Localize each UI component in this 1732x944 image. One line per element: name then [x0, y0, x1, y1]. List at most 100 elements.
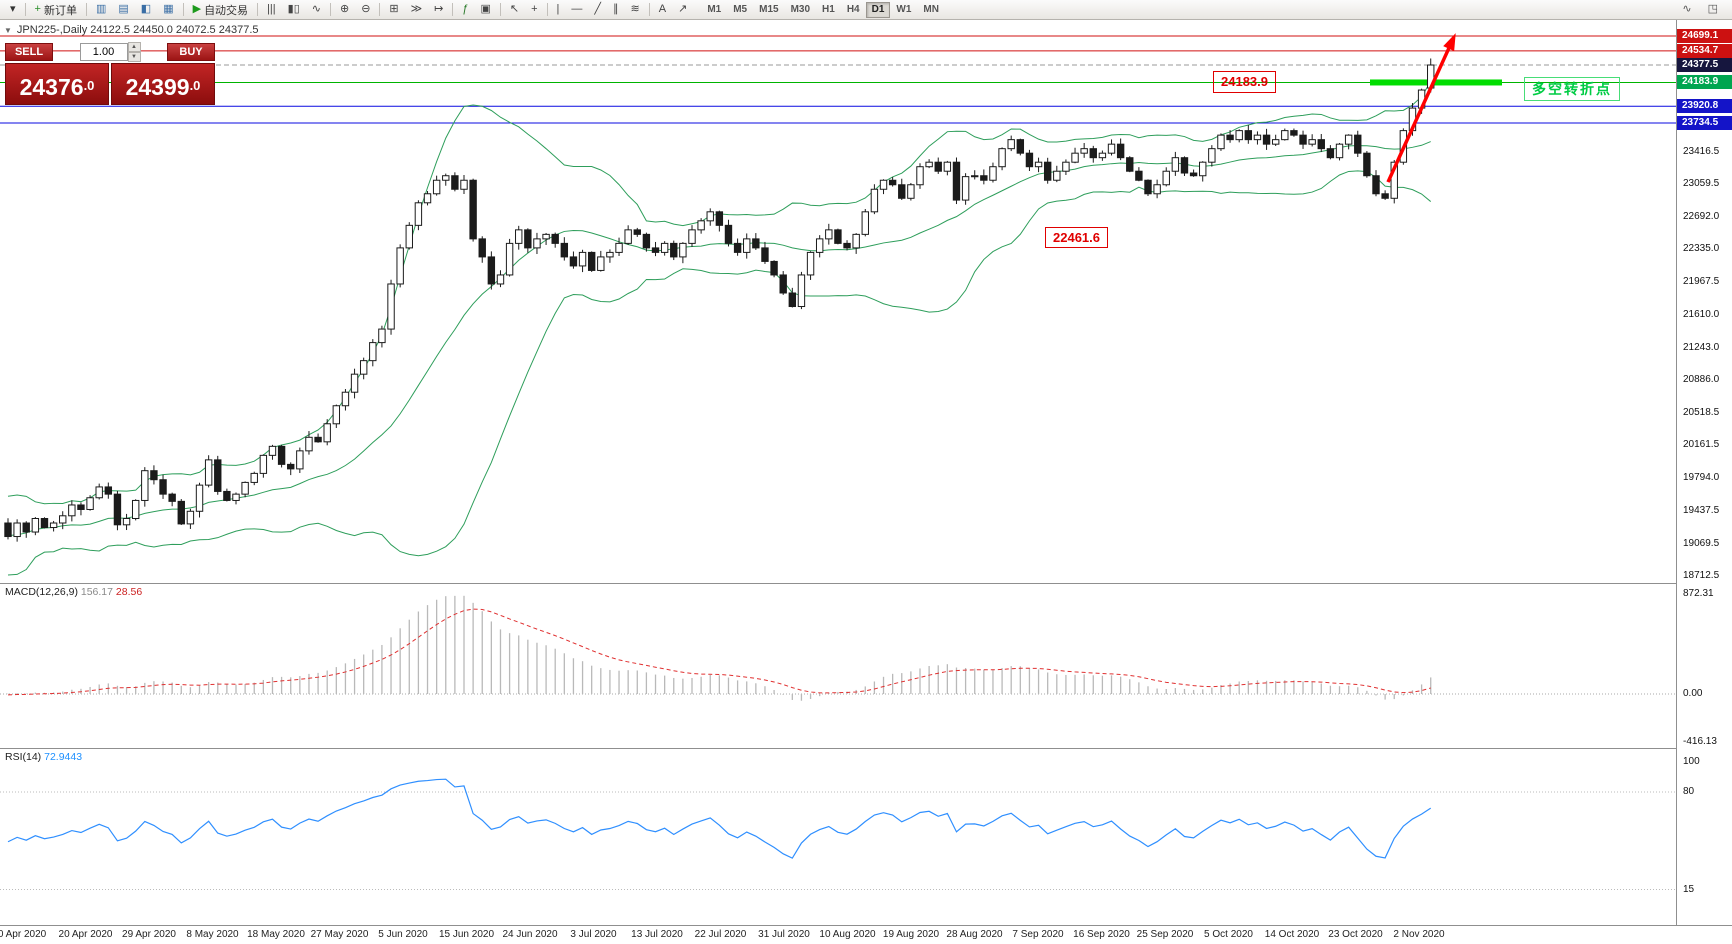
zoom-in-icon[interactable]: ⊕	[334, 0, 355, 19]
timeframe-d1[interactable]: D1	[865, 1, 891, 18]
candle-body	[1062, 161, 1070, 172]
price-tick: 23416.5	[1683, 145, 1720, 157]
green-zone-bar[interactable]	[1370, 79, 1502, 86]
text-label-icon[interactable]: A	[653, 0, 672, 19]
tile-windows-icon[interactable]: ⊞	[383, 0, 404, 19]
vertical-line-icon[interactable]: |	[551, 0, 566, 19]
candle-body	[524, 229, 532, 249]
timeframe-m5[interactable]: M5	[733, 3, 748, 15]
horizontal-line-icon[interactable]: —	[565, 0, 588, 19]
candle-body	[660, 242, 669, 253]
timeframe-m15[interactable]: M15	[759, 3, 779, 15]
autotrading-button[interactable]: ▶ 自动交易	[187, 0, 254, 19]
trend-arrow-shaft[interactable]	[1386, 40, 1454, 183]
chart-line-icon[interactable]: ∿	[306, 0, 327, 19]
terminal-icon[interactable]: ▦	[157, 0, 179, 19]
templates-icon: ▣	[480, 3, 491, 15]
trend-arrow-head[interactable]	[1443, 33, 1456, 52]
candle-body	[442, 175, 450, 181]
timeframe-w1[interactable]: W1	[896, 3, 912, 15]
trendline-icon[interactable]: ╱	[588, 0, 607, 19]
autotrading-icon: ▶	[192, 3, 202, 15]
timeframe-m30[interactable]: M30	[790, 3, 811, 15]
price-annotation-22461[interactable]: 22461.6	[1045, 226, 1108, 249]
timeframe-h4[interactable]: H4	[846, 3, 860, 15]
crosshair-icon[interactable]: +	[525, 0, 543, 19]
one-click-collapse-icon[interactable]: ▼	[4, 25, 12, 35]
volume-up-icon[interactable]: ▲	[127, 42, 141, 52]
candle-body	[1107, 143, 1116, 154]
data-window-icon[interactable]: ▤	[112, 0, 134, 19]
panel-separator-rsi[interactable]	[0, 748, 1732, 749]
macd-name: MACD(12,26,9)	[5, 586, 78, 598]
candle-body	[277, 445, 286, 465]
chart-candles-icon[interactable]: ▮▯	[282, 0, 306, 19]
chart-title: JPN225-,Daily 24122.5 24450.0 24072.5 24…	[16, 24, 259, 36]
navigator-icon[interactable]: ◧	[135, 0, 157, 19]
candle-body	[1390, 161, 1398, 199]
price-tick: 20886.0	[1683, 373, 1720, 385]
candle-body	[496, 274, 505, 285]
turning-point-label[interactable]: 多空转折点	[1524, 77, 1620, 101]
sell-button[interactable]: SELL	[5, 43, 53, 61]
chart-shift-icon: ↦	[434, 3, 444, 15]
candle-body	[752, 238, 760, 249]
timeframe-m1[interactable]: M1	[707, 3, 722, 15]
timeframe-h1[interactable]: H1	[822, 3, 835, 15]
candle-body	[1043, 161, 1052, 181]
candle-body	[241, 481, 249, 495]
candle-body	[214, 459, 222, 492]
price-scale[interactable]: 23416.5 23059.5 22692.0 22335.0 21967.5 21610…	[1676, 20, 1732, 925]
candle-body	[670, 242, 678, 258]
timeframe-mn[interactable]: MN	[923, 3, 939, 15]
candle-body	[815, 238, 824, 253]
candle-body	[1171, 157, 1180, 172]
tile-windows-icon: ⊞	[389, 3, 399, 15]
buy-price-panel[interactable]: 24399 .0	[111, 63, 215, 105]
candle-body	[1317, 139, 1325, 150]
buy-button[interactable]: BUY	[167, 43, 215, 61]
candle-body	[770, 260, 778, 276]
chart-dropdown-icon[interactable]: ▾	[4, 0, 22, 19]
candle-body	[1071, 152, 1079, 163]
price-level-box: 24183.9	[1677, 75, 1732, 90]
fibonacci-icon: ≋	[630, 3, 640, 15]
candle-body	[86, 497, 94, 510]
price-tick: 22335.0	[1683, 243, 1720, 255]
panel-separator-macd[interactable]	[0, 583, 1732, 584]
indicators-icon[interactable]: ƒ	[456, 0, 474, 19]
toolbar-separator	[452, 3, 454, 16]
templates-icon[interactable]: ▣	[474, 0, 496, 19]
candle-body	[31, 517, 40, 533]
candle-body	[113, 493, 122, 526]
candle-body	[533, 238, 541, 249]
quick-chart-icon[interactable]: ∿	[1676, 0, 1697, 19]
volume-down-icon[interactable]: ▼	[127, 52, 141, 62]
toolbar-windows-icon[interactable]: ◳	[1702, 0, 1724, 19]
candle-body	[259, 454, 268, 474]
price-annotation-24183[interactable]: 24183.9	[1213, 71, 1276, 94]
date-label: 29 Apr 2020	[122, 929, 176, 940]
equidistant-channel-icon[interactable]: ∥	[607, 0, 625, 19]
volume-input[interactable]	[79, 43, 128, 61]
chart-bars-icon: |||	[267, 3, 276, 15]
candle-body	[834, 229, 842, 244]
arrows-tool-icon[interactable]: ↗	[672, 0, 693, 19]
market-watch-icon[interactable]: ▥	[90, 0, 112, 19]
cursor-icon[interactable]: ↖	[504, 0, 525, 19]
candle-body	[879, 179, 888, 190]
chart-shift-icon[interactable]: ↦	[428, 0, 449, 19]
chart-plot[interactable]	[0, 20, 1676, 925]
volume-spin: ▲ ▼	[127, 42, 141, 62]
new-order-button[interactable]: + 新订单	[29, 0, 83, 19]
zoom-out-icon[interactable]: ⊖	[355, 0, 376, 19]
rsi-name: RSI(14)	[5, 751, 42, 763]
fibonacci-icon[interactable]: ≋	[625, 0, 646, 19]
auto-scroll-icon[interactable]: ≫	[405, 0, 429, 19]
rsi-scale-tick: 80	[1683, 786, 1695, 797]
chart-bars-icon[interactable]: |||	[261, 0, 282, 19]
time-axis[interactable]: 0 Apr 2020 20 Apr 2020 29 Apr 2020 8 May 20…	[0, 925, 1732, 944]
candle-body	[998, 148, 1006, 168]
sell-price-panel[interactable]: 24376 .0	[5, 63, 109, 105]
candle-body	[724, 224, 733, 244]
